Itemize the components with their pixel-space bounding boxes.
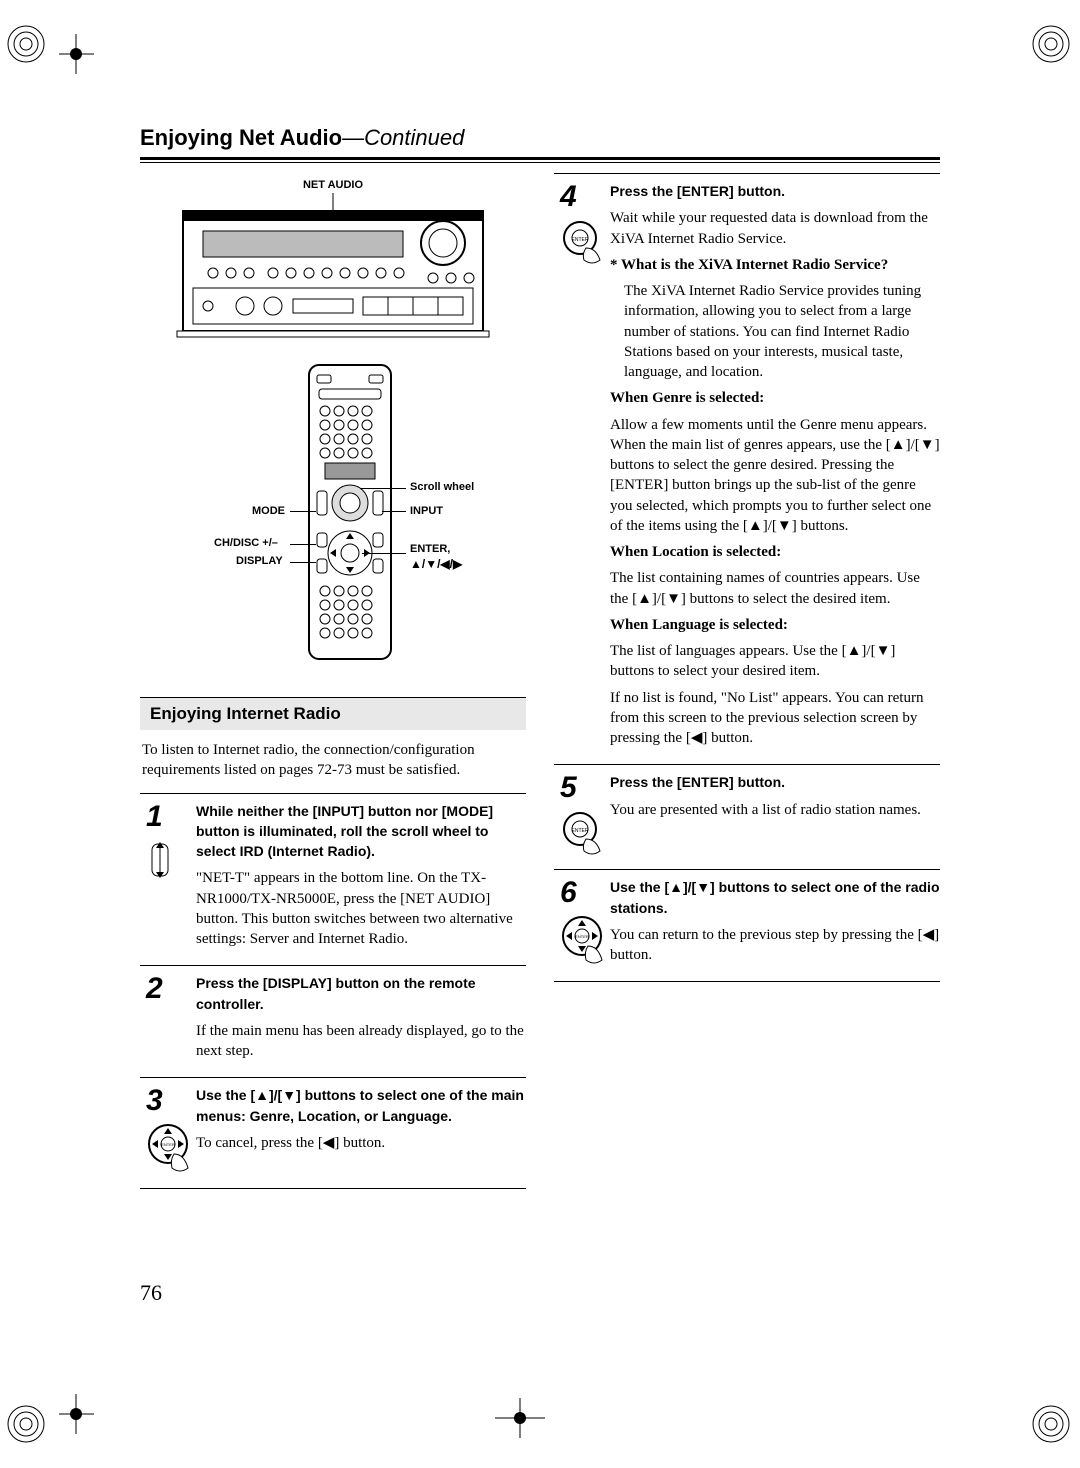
step-text: The list of languages appears. Use the [… bbox=[610, 641, 940, 682]
title-sep: — bbox=[342, 125, 364, 150]
step-text: If the main menu has been already displa… bbox=[196, 1021, 526, 1062]
leader-chdisc bbox=[290, 544, 316, 545]
receiver-illustration bbox=[173, 193, 493, 343]
step-number: 3 bbox=[146, 1086, 196, 1116]
step-row: 1 While neither the [INPUT] button nor [… bbox=[140, 793, 526, 966]
step-body: Press the [DISPLAY] button on the remote… bbox=[196, 974, 526, 1067]
step-number: 2 bbox=[146, 974, 196, 1004]
label-input: INPUT bbox=[410, 505, 443, 517]
step-icon: ENTER bbox=[560, 803, 612, 859]
step-text: "NET-T" appears in the bottom line. On t… bbox=[196, 868, 526, 949]
regmark-tl bbox=[4, 22, 94, 82]
step-text: The list containing names of countries a… bbox=[610, 568, 940, 609]
svg-text:ENTER: ENTER bbox=[572, 237, 589, 243]
step-body: Use the [▲]/[▼] buttons to select one of… bbox=[610, 878, 940, 971]
regmark-bl bbox=[4, 1386, 94, 1446]
enter-icon: ENTER bbox=[560, 218, 606, 268]
step-text: Allow a few moments until the Genre menu… bbox=[610, 415, 940, 537]
step-body: Press the [ENTER] button. Wait while your… bbox=[610, 182, 940, 754]
leader-scroll-wheel bbox=[360, 488, 406, 489]
step-icon bbox=[146, 1004, 198, 1010]
navpad-icon: ENTER bbox=[560, 914, 608, 970]
step-lead: Use the [▲]/[▼] buttons to select one of… bbox=[610, 879, 940, 915]
rule-thin bbox=[140, 162, 940, 163]
step-lead: Press the [ENTER] button. bbox=[610, 774, 785, 790]
step-subhead: * What is the XiVA Internet Radio Servic… bbox=[610, 255, 940, 275]
step-subhead: When Language is selected: bbox=[610, 615, 940, 635]
leader-input bbox=[382, 511, 406, 512]
regmark-bot-center bbox=[495, 1398, 545, 1438]
step-number: 1 bbox=[146, 802, 196, 832]
step-lead: Press the [DISPLAY] button on the remote… bbox=[196, 975, 476, 1011]
label-enter: ENTER, bbox=[410, 543, 450, 555]
remote-illustration bbox=[305, 363, 395, 663]
step-icon bbox=[146, 832, 198, 882]
svg-text:ENTER: ENTER bbox=[572, 828, 589, 834]
step-text: To cancel, press the [◀] button. bbox=[196, 1133, 526, 1153]
step-lead: While neither the [INPUT] button nor [MO… bbox=[196, 803, 493, 860]
step-text: You can return to the previous step by p… bbox=[610, 925, 940, 966]
step-subhead: When Location is selected: bbox=[610, 542, 940, 562]
step-body: Press the [ENTER] button. You are present… bbox=[610, 773, 940, 859]
label-display: DISPLAY bbox=[236, 555, 283, 567]
step-row: 5 ENTER Press the [ENTER] button. You are… bbox=[554, 764, 940, 869]
step-icon: ENTER bbox=[560, 212, 612, 268]
regmark-tr bbox=[1026, 22, 1076, 72]
svg-text:ENTER: ENTER bbox=[161, 1142, 175, 1147]
step-row: 3 ENTER Use the [▲]/[▼] buttons to selec… bbox=[140, 1077, 526, 1189]
label-scroll-wheel: Scroll wheel bbox=[410, 481, 474, 493]
step-lead: Use the [▲]/[▼] buttons to select one of… bbox=[196, 1087, 524, 1123]
svg-text:ENTER: ENTER bbox=[575, 934, 589, 939]
step-row: 2 Press the [DISPLAY] button on the remo… bbox=[140, 965, 526, 1077]
label-arrows: ▲/▼/◀/▶ bbox=[410, 557, 462, 571]
step-lead: Press the [ENTER] button. bbox=[610, 183, 785, 199]
label-chdisc: CH/DISC +/– bbox=[214, 537, 278, 549]
steps-left: 1 While neither the [INPUT] button nor [… bbox=[140, 793, 526, 1190]
step-row: 4 ENTER Press the [ENTER] button. Wait wh… bbox=[554, 173, 940, 764]
enter-icon: ENTER bbox=[560, 809, 606, 859]
page-content: Enjoying Net Audio—Continued NET AUDIO bbox=[140, 125, 940, 1189]
step-body: Use the [▲]/[▼] buttons to select one of… bbox=[196, 1086, 526, 1178]
leader-display bbox=[290, 562, 316, 563]
step-number: 4 bbox=[560, 182, 610, 212]
scroll-icon bbox=[146, 838, 174, 882]
step-text: You are presented with a list of radio s… bbox=[610, 800, 940, 820]
left-column: NET AUDIO bbox=[140, 173, 526, 1189]
intro-text: To listen to Internet radio, the connect… bbox=[142, 740, 524, 781]
step-subhead: When Genre is selected: bbox=[610, 388, 940, 408]
leader-mode bbox=[290, 511, 316, 512]
page-title: Enjoying Net Audio—Continued bbox=[140, 125, 940, 151]
step-text: The XiVA Internet Radio Service provides… bbox=[624, 281, 940, 382]
leader-enter bbox=[362, 553, 406, 554]
right-column: 4 ENTER Press the [ENTER] button. Wait wh… bbox=[554, 173, 940, 1189]
step-row: 6 ENTER Use the [▲]/[▼] buttons to selec… bbox=[554, 869, 940, 982]
receiver-label: NET AUDIO bbox=[140, 179, 526, 191]
regmark-br bbox=[1026, 1396, 1076, 1446]
remote-illustration-wrap: Scroll wheel INPUT ENTER, ▲/▼/◀/▶ MODE C… bbox=[140, 363, 526, 683]
navpad-icon: ENTER bbox=[146, 1122, 194, 1178]
step-number: 6 bbox=[560, 878, 610, 908]
step-icon: ENTER bbox=[560, 908, 612, 970]
page-number: 76 bbox=[140, 1280, 162, 1306]
step-number: 5 bbox=[560, 773, 610, 803]
rule-thick bbox=[140, 157, 940, 160]
steps-right: 4 ENTER Press the [ENTER] button. Wait wh… bbox=[554, 173, 940, 982]
step-icon: ENTER bbox=[146, 1116, 198, 1178]
step-text: If no list is found, "No List" appears. … bbox=[610, 688, 940, 749]
label-mode2: MODE bbox=[252, 505, 285, 517]
section-heading: Enjoying Internet Radio bbox=[140, 697, 526, 730]
title-bold: Enjoying Net Audio bbox=[140, 125, 342, 150]
step-body: While neither the [INPUT] button nor [MO… bbox=[196, 802, 526, 956]
step-text: Wait while your requested data is downlo… bbox=[610, 208, 940, 249]
title-italic: Continued bbox=[364, 125, 464, 150]
